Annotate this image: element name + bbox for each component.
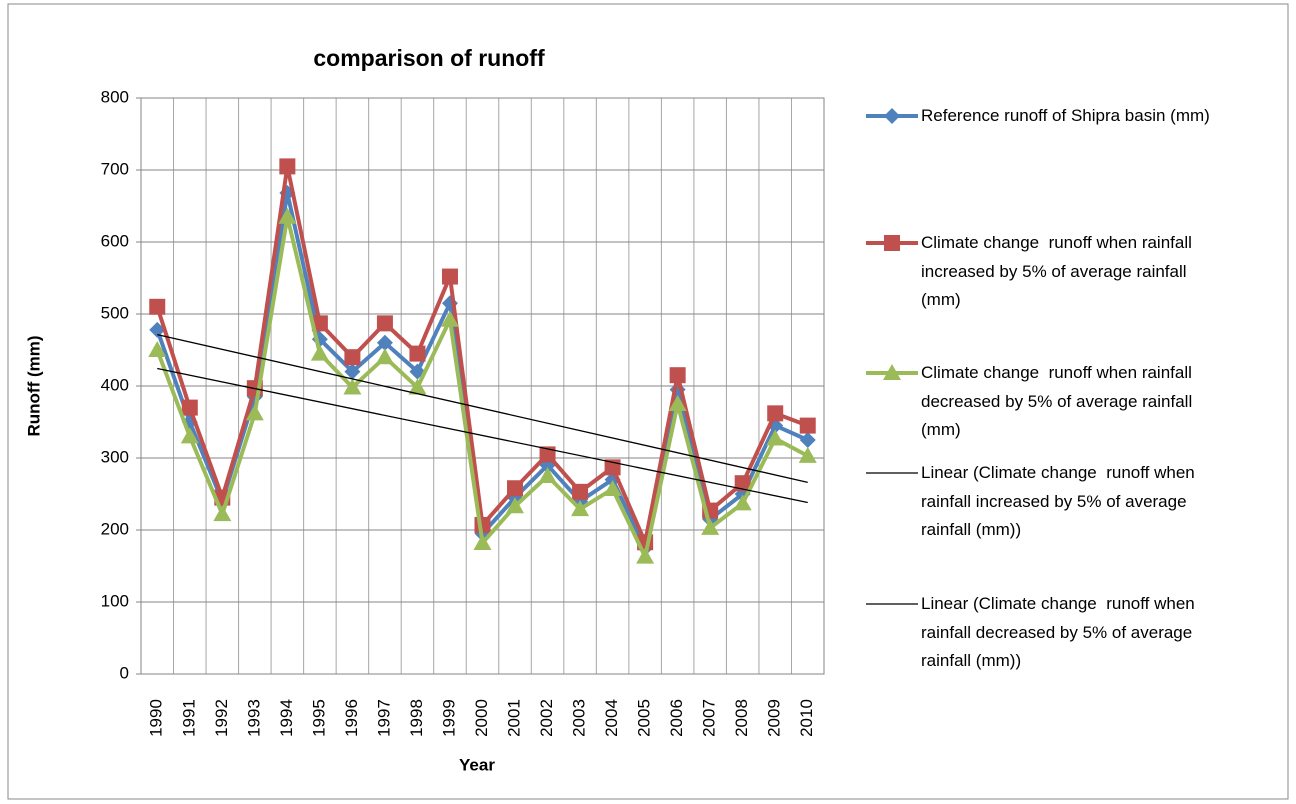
marker-triangle — [798, 446, 817, 463]
marker-triangle — [538, 467, 557, 483]
x-tick-label: 2000 — [472, 699, 491, 737]
legend-marker — [883, 364, 901, 380]
marker-triangle — [603, 479, 622, 496]
x-tick-label: 1991 — [179, 699, 198, 737]
x-axis-title: Year — [459, 755, 495, 774]
marker-triangle — [473, 533, 492, 550]
legend-marker — [884, 108, 900, 124]
marker-triangle — [701, 518, 720, 535]
y-axis-title: Runoff (mm) — [24, 335, 43, 436]
marker-square — [149, 298, 166, 315]
x-tick-label: 1998 — [407, 699, 426, 737]
marker-diamond — [376, 334, 393, 351]
marker-triangle — [148, 341, 167, 357]
marker-triangle — [571, 500, 590, 517]
legend-label: Climate change runoff when rainfall decr… — [921, 363, 1197, 440]
x-tick-label: 1990 — [147, 699, 166, 737]
x-tick-label: 2007 — [700, 699, 719, 737]
trendline — [157, 333, 808, 483]
y-tick-label: 800 — [101, 87, 129, 106]
marker-triangle — [766, 429, 785, 446]
x-tick-label: 1999 — [439, 699, 458, 737]
marker-diamond — [149, 321, 166, 338]
y-tick-label: 500 — [101, 303, 129, 322]
y-tick-label: 200 — [101, 519, 129, 538]
marker-square — [311, 315, 328, 332]
y-tick-label: 700 — [101, 159, 129, 178]
x-tick-label: 2003 — [570, 699, 589, 737]
trendline — [157, 367, 808, 504]
y-tick-label: 100 — [101, 591, 129, 610]
legend-label: Climate change runoff when rainfall incr… — [921, 233, 1197, 310]
marker-square — [279, 158, 296, 175]
x-tick-label: 2006 — [667, 699, 686, 737]
marker-triangle — [440, 310, 459, 327]
x-tick-label: 2002 — [537, 699, 556, 737]
marker-triangle — [733, 494, 752, 511]
x-tick-label: 1995 — [309, 699, 328, 737]
marker-square — [572, 483, 589, 500]
marker-square — [507, 480, 524, 497]
legend-label: Linear (Climate change runoff when rainf… — [921, 594, 1200, 671]
marker-square — [441, 268, 458, 285]
marker-square — [181, 399, 198, 416]
marker-triangle — [310, 344, 329, 361]
chart-title: comparison of runoff — [313, 45, 545, 71]
marker-triangle — [375, 348, 394, 365]
marker-square — [376, 315, 393, 332]
y-tick-label: 400 — [101, 375, 129, 394]
legend-marker — [884, 235, 900, 251]
y-tick-label: 600 — [101, 231, 129, 250]
marker-triangle — [636, 547, 655, 564]
marker-square — [669, 367, 686, 384]
chart-border — [7, 3, 1289, 800]
marker-square — [344, 349, 361, 366]
plot-area-border — [140, 97, 825, 675]
marker-square — [409, 345, 426, 362]
marker-triangle — [213, 505, 232, 522]
marker-triangle — [408, 378, 427, 395]
x-tick-label: 2004 — [602, 699, 621, 737]
marker-triangle — [506, 497, 525, 514]
legend-label: Reference runoff of Shipra basin (mm) — [921, 106, 1210, 125]
x-tick-label: 2001 — [505, 699, 524, 737]
x-tick-label: 1996 — [342, 699, 361, 737]
marker-square — [799, 417, 816, 434]
x-tick-label: 1997 — [374, 699, 393, 737]
y-tick-label: 0 — [120, 663, 129, 682]
marker-triangle — [180, 427, 199, 444]
x-tick-label: 2008 — [732, 699, 751, 737]
x-tick-label: 2010 — [797, 699, 816, 737]
x-tick-label: 2005 — [635, 699, 654, 737]
marker-diamond — [799, 432, 816, 448]
y-tick-label: 300 — [101, 447, 129, 466]
x-tick-label: 1992 — [212, 699, 231, 737]
marker-square — [734, 475, 751, 492]
x-tick-label: 1994 — [277, 699, 296, 737]
x-tick-label: 1993 — [244, 699, 263, 737]
marker-triangle — [668, 395, 687, 411]
marker-diamond — [344, 363, 361, 380]
marker-square — [767, 405, 784, 422]
x-tick-label: 2009 — [765, 699, 784, 737]
marker-triangle — [343, 378, 362, 395]
marker-triangle — [245, 404, 264, 421]
legend-label: Linear (Climate change runoff when rainf… — [921, 463, 1200, 540]
marker-square — [539, 446, 556, 463]
marker-triangle — [278, 207, 297, 224]
